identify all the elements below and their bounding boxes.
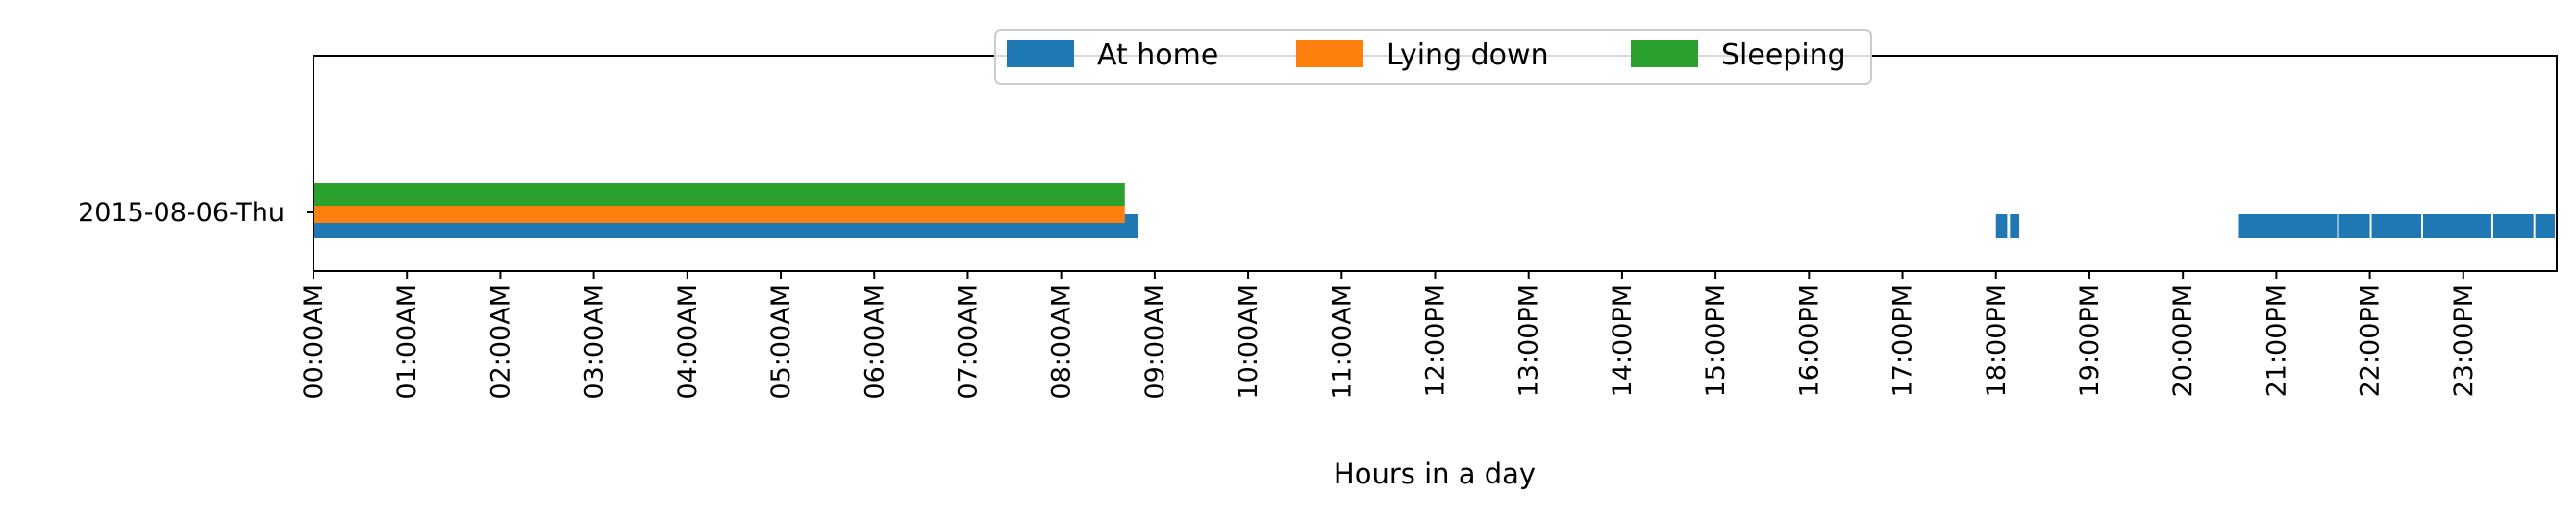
x-tick-label: 21:00PM bbox=[2262, 284, 2291, 397]
bars-layer bbox=[313, 183, 2556, 238]
x-tick-label: 12:00PM bbox=[1421, 284, 1451, 397]
x-tick-label: 22:00PM bbox=[2356, 284, 2386, 397]
x-tick-label: 16:00PM bbox=[1794, 284, 1824, 397]
bar-at-home-7 bbox=[2492, 214, 2534, 238]
x-tick-label: 14:00PM bbox=[1608, 284, 1638, 397]
bar-lying-down-0 bbox=[313, 205, 1125, 223]
bar-at-home-6 bbox=[2422, 214, 2491, 238]
x-tick-label: 05:00AM bbox=[766, 284, 796, 400]
legend-label-lying-down: Lying down bbox=[1387, 38, 1549, 72]
bar-sleeping-0 bbox=[313, 183, 1125, 206]
x-tick-label: 04:00AM bbox=[673, 284, 703, 400]
legend: At home Lying down Sleeping bbox=[994, 29, 1872, 85]
x-tick-label: 18:00PM bbox=[1982, 284, 2012, 397]
x-tick-label: 15:00PM bbox=[1701, 284, 1731, 397]
legend-swatch-at-home bbox=[1007, 40, 1074, 67]
bar-at-home-3 bbox=[2238, 214, 2338, 238]
x-tick-label: 06:00AM bbox=[860, 284, 889, 400]
x-tick-label: 13:00PM bbox=[1514, 284, 1544, 397]
x-tick-label: 17:00PM bbox=[1888, 284, 1918, 397]
x-tick-label: 03:00AM bbox=[580, 284, 610, 400]
x-tick-label: 10:00AM bbox=[1234, 284, 1263, 400]
x-tick-label: 08:00AM bbox=[1047, 284, 1077, 400]
x-axis: 00:00AM 01:00AM 02:00AM 03:00AM 04:00AM 05:00… bbox=[299, 271, 2479, 400]
bar-at-home-4 bbox=[2338, 214, 2370, 238]
x-tick-label: 20:00PM bbox=[2168, 284, 2198, 397]
x-tick-label: 01:00AM bbox=[392, 284, 422, 400]
x-axis-title: Hours in a day bbox=[1334, 457, 1536, 490]
legend-swatch-sleeping bbox=[1631, 40, 1698, 67]
x-tick-label: 09:00AM bbox=[1140, 284, 1170, 400]
legend-label-at-home: At home bbox=[1097, 38, 1218, 72]
x-tick-label: 00:00AM bbox=[299, 284, 329, 400]
x-tick-label: 19:00PM bbox=[2075, 284, 2105, 397]
y-axis: 2015-08-06-Thu bbox=[78, 198, 313, 228]
legend-swatch-lying-down bbox=[1296, 40, 1363, 67]
x-tick-label: 02:00AM bbox=[486, 284, 515, 400]
bar-at-home-8 bbox=[2535, 214, 2556, 238]
x-tick-label: 11:00AM bbox=[1327, 284, 1357, 400]
legend-label-sleeping: Sleeping bbox=[1721, 38, 1846, 72]
bar-at-home-2 bbox=[2010, 214, 2020, 238]
bar-at-home-1 bbox=[1995, 214, 2008, 238]
plot-frame bbox=[313, 55, 2558, 272]
x-tick-label: 23:00PM bbox=[2449, 284, 2479, 397]
y-tick-label: 2015-08-06-Thu bbox=[78, 198, 285, 228]
bar-at-home-5 bbox=[2371, 214, 2422, 238]
x-tick-label: 07:00AM bbox=[953, 284, 983, 400]
